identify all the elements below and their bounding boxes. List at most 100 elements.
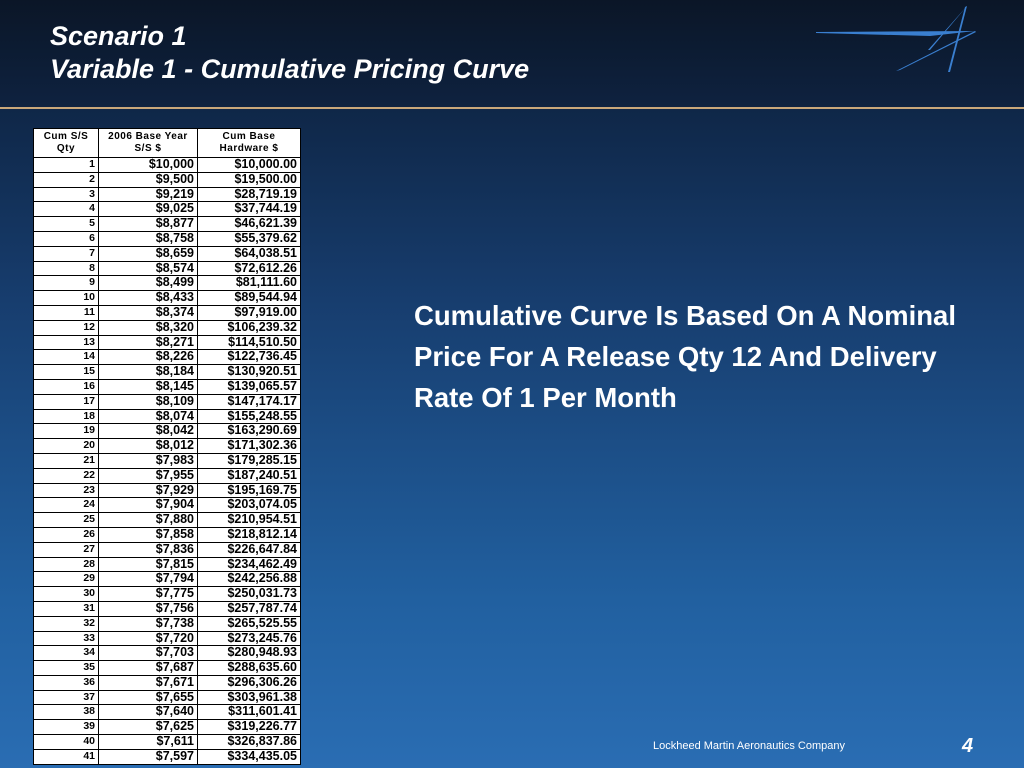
curve-note: Cumulative Curve Is Based On A Nominal P… (414, 300, 956, 413)
qty-cell: 12 (33, 319, 99, 336)
qty-cell: 25 (33, 512, 99, 528)
cum-cost-cell: $114,510.50 (197, 334, 301, 351)
table-row: 21 $7,983 $179,285.15 (33, 452, 301, 469)
qty-cell: 7 (33, 245, 99, 262)
base-price-cell: $7,794 (98, 571, 198, 588)
table-row: 32 $7,738 $265,525.55 (33, 615, 301, 632)
base-price-cell: $7,687 (98, 660, 198, 676)
table-row: 11 $8,374 $97,919.00 (33, 304, 301, 321)
qty-cell: 1 (33, 157, 99, 173)
base-price-cell: $7,955 (98, 467, 198, 484)
qty-cell: 36 (33, 674, 99, 691)
cum-cost-cell: $226,647.84 (197, 541, 301, 558)
qty-cell: 35 (33, 660, 99, 676)
base-price-cell: $8,659 (98, 245, 198, 262)
base-price-cell: $7,836 (98, 541, 198, 558)
table-row: 25 $7,880 $210,954.51 (33, 512, 301, 528)
cum-cost-cell: $179,285.15 (197, 452, 301, 469)
cum-cost-cell: $319,226.77 (197, 719, 301, 736)
header-divider (0, 107, 1024, 109)
pricing-table: Cum S/S Qty 2006 Base Year S/S $ Cum Bas… (33, 128, 301, 765)
table-row: 16 $8,145 $139,065.57 (33, 378, 301, 395)
table-row: 1 $10,000 $10,000.00 (33, 157, 301, 173)
cum-cost-cell: $288,635.60 (197, 660, 301, 676)
cum-cost-cell: $242,256.88 (197, 571, 301, 588)
qty-cell: 29 (33, 571, 99, 588)
table-row: 30 $7,775 $250,031.73 (33, 586, 301, 602)
cum-cost-cell: $280,948.93 (197, 645, 301, 662)
table-row: 15 $8,184 $130,920.51 (33, 364, 301, 380)
table-row: 6 $8,758 $55,379.62 (33, 230, 301, 247)
qty-cell: 18 (33, 408, 99, 425)
qty-cell: 16 (33, 378, 99, 395)
qty-cell: 24 (33, 497, 99, 514)
table-row: 27 $7,836 $226,647.84 (33, 541, 301, 558)
base-price-cell: $7,775 (98, 586, 198, 602)
qty-cell: 41 (33, 748, 99, 765)
table-row: 40 $7,611 $326,837.86 (33, 734, 301, 750)
table-row: 20 $8,012 $171,302.36 (33, 438, 301, 454)
base-price-cell: $9,025 (98, 201, 198, 218)
base-price-cell: $8,374 (98, 304, 198, 321)
qty-cell: 20 (33, 438, 99, 454)
qty-cell: 22 (33, 467, 99, 484)
table-row: 22 $7,955 $187,240.51 (33, 467, 301, 484)
cum-cost-cell: $195,169.75 (197, 482, 301, 499)
cum-cost-cell: $234,462.49 (197, 556, 301, 573)
cum-cost-cell: $28,719.19 (197, 186, 301, 203)
base-price-cell: $8,012 (98, 438, 198, 454)
base-price-cell: $7,703 (98, 645, 198, 662)
base-price-cell: $9,219 (98, 186, 198, 203)
table-row: 4 $9,025 $37,744.19 (33, 201, 301, 218)
cum-cost-cell: $311,601.41 (197, 704, 301, 721)
qty-cell: 10 (33, 290, 99, 306)
base-price-cell: $7,880 (98, 512, 198, 528)
title-line-1: Scenario 1 (50, 21, 187, 51)
cum-cost-cell: $265,525.55 (197, 615, 301, 632)
base-price-cell: $7,611 (98, 734, 198, 750)
cum-cost-cell: $273,245.76 (197, 630, 301, 647)
table-row: 37 $7,655 $303,961.38 (33, 689, 301, 706)
base-price-cell: $8,074 (98, 408, 198, 425)
header-base-year: 2006 Base Year S/S $ (98, 128, 198, 158)
cum-cost-cell: $163,290.69 (197, 423, 301, 440)
qty-cell: 34 (33, 645, 99, 662)
base-price-cell: $8,226 (98, 349, 198, 366)
base-price-cell: $8,574 (98, 260, 198, 277)
base-price-cell: $7,756 (98, 600, 198, 617)
qty-cell: 31 (33, 600, 99, 617)
table-row: 26 $7,858 $218,812.14 (33, 526, 301, 543)
qty-cell: 9 (33, 275, 99, 292)
table-row: 10 $8,433 $89,544.94 (33, 290, 301, 306)
cum-cost-cell: $106,239.32 (197, 319, 301, 336)
base-price-cell: $7,904 (98, 497, 198, 514)
cum-cost-cell: $89,544.94 (197, 290, 301, 306)
qty-cell: 19 (33, 423, 99, 440)
table-header-row: Cum S/S Qty 2006 Base Year S/S $ Cum Bas… (33, 128, 301, 158)
base-price-cell: $8,042 (98, 423, 198, 440)
cum-cost-cell: $218,812.14 (197, 526, 301, 543)
table-row: 8 $8,574 $72,612.26 (33, 260, 301, 277)
cum-cost-cell: $147,174.17 (197, 393, 301, 410)
qty-cell: 14 (33, 349, 99, 366)
qty-cell: 27 (33, 541, 99, 558)
table-row: 18 $8,074 $155,248.55 (33, 408, 301, 425)
qty-cell: 26 (33, 526, 99, 543)
table-row: 17 $8,109 $147,174.17 (33, 393, 301, 410)
qty-cell: 21 (33, 452, 99, 469)
base-price-cell: $8,499 (98, 275, 198, 292)
base-price-cell: $8,109 (98, 393, 198, 410)
qty-cell: 3 (33, 186, 99, 203)
table-row: 3 $9,219 $28,719.19 (33, 186, 301, 203)
cum-cost-cell: $55,379.62 (197, 230, 301, 247)
cum-cost-cell: $303,961.38 (197, 689, 301, 706)
table-row: 23 $7,929 $195,169.75 (33, 482, 301, 499)
table-row: 9 $8,499 $81,111.60 (33, 275, 301, 292)
slide-title: Scenario 1 Variable 1 - Cumulative Prici… (50, 20, 529, 86)
table-row: 36 $7,671 $296,306.26 (33, 674, 301, 691)
table-row: 7 $8,659 $64,038.51 (33, 245, 301, 262)
cum-cost-cell: $64,038.51 (197, 245, 301, 262)
qty-cell: 2 (33, 171, 99, 188)
table-row: 33 $7,720 $273,245.76 (33, 630, 301, 647)
base-price-cell: $8,758 (98, 230, 198, 247)
